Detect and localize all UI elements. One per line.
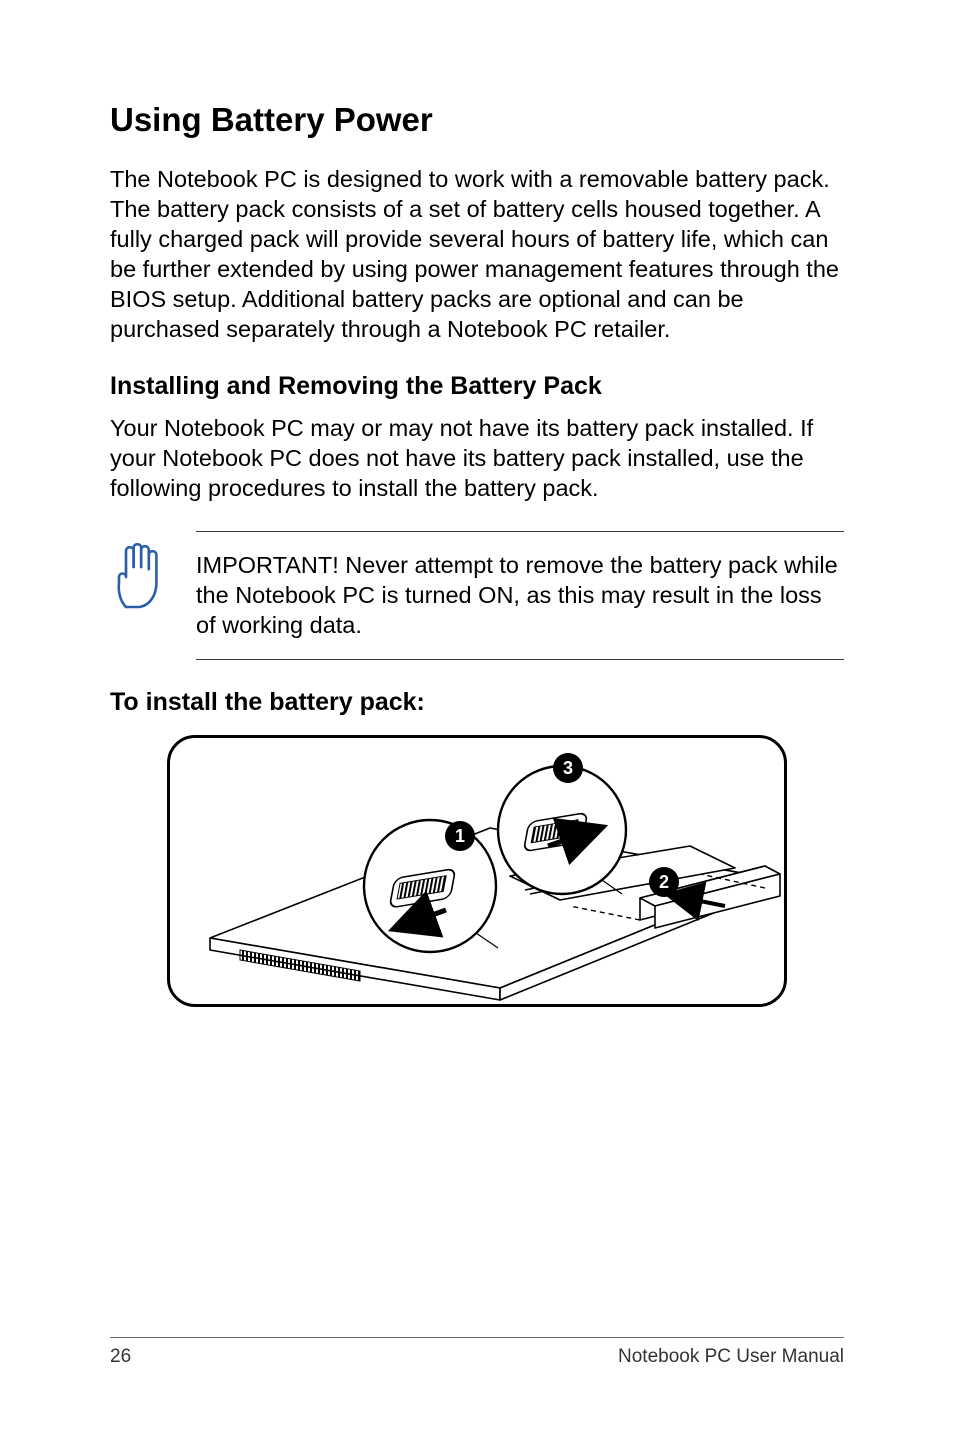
important-note: IMPORTANT! Never attempt to remove the b… xyxy=(110,531,844,659)
diagram-step-1: 1 xyxy=(455,825,465,845)
diagram-wrap: 1 2 3 xyxy=(110,735,844,1007)
doc-title: Notebook PC User Manual xyxy=(618,1346,844,1368)
diagram-step-3: 3 xyxy=(563,757,573,777)
intro-paragraph: The Notebook PC is designed to work with… xyxy=(110,164,844,344)
diagram-step-2: 2 xyxy=(659,871,669,891)
note-content: IMPORTANT! Never attempt to remove the b… xyxy=(196,531,844,659)
note-text: IMPORTANT! Never attempt to remove the b… xyxy=(196,550,844,640)
footer-rule xyxy=(110,1337,844,1338)
section-heading-install-remove: Installing and Removing the Battery Pack xyxy=(110,372,844,401)
hand-icon xyxy=(110,531,168,618)
page-heading: Using Battery Power xyxy=(110,100,844,140)
section-heading-install: To install the battery pack: xyxy=(110,688,844,717)
section-paragraph: Your Notebook PC may or may not have its… xyxy=(110,413,844,503)
page-number: 26 xyxy=(110,1346,131,1368)
battery-install-diagram: 1 2 3 xyxy=(167,735,787,1007)
page-footer: 26 Notebook PC User Manual xyxy=(0,1337,954,1368)
page-container: Using Battery Power The Notebook PC is d… xyxy=(0,0,954,1438)
